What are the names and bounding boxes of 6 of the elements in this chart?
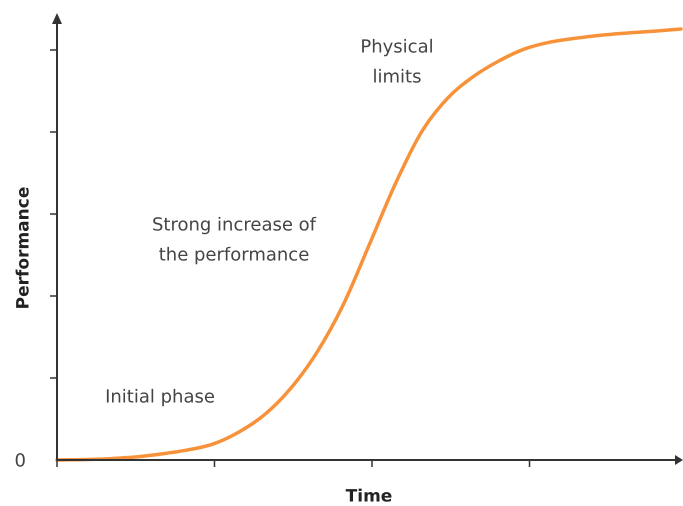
x-axis-title: Time	[346, 486, 392, 506]
annotation: Physical limits	[360, 36, 434, 88]
annotation: Strong increase of the performance	[152, 214, 317, 266]
text: 0	[14, 450, 26, 472]
annotation: Initial phase	[105, 386, 215, 408]
y-axis-title: Performance	[13, 186, 34, 310]
